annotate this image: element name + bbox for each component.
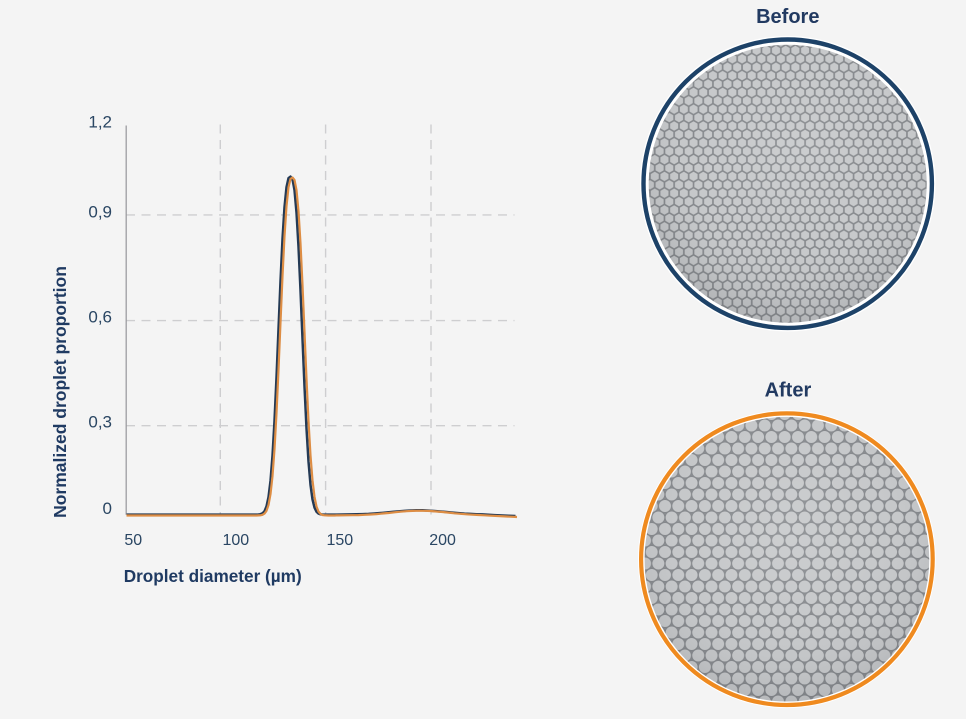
svg-text:0,3: 0,3 — [88, 412, 112, 431]
svg-text:Normalized droplet proportion: Normalized droplet proportion — [50, 266, 70, 518]
svg-text:Before: Before — [756, 6, 819, 28]
svg-text:100: 100 — [222, 532, 249, 549]
svg-text:0,6: 0,6 — [88, 308, 112, 327]
svg-text:1,2: 1,2 — [88, 112, 112, 131]
svg-text:0,9: 0,9 — [88, 203, 112, 222]
svg-text:50: 50 — [124, 532, 142, 549]
svg-text:0: 0 — [103, 499, 112, 518]
svg-text:Droplet diameter (µm): Droplet diameter (µm) — [124, 566, 302, 586]
svg-text:150: 150 — [326, 532, 353, 549]
svg-text:200: 200 — [429, 532, 456, 549]
svg-text:After: After — [765, 379, 812, 401]
